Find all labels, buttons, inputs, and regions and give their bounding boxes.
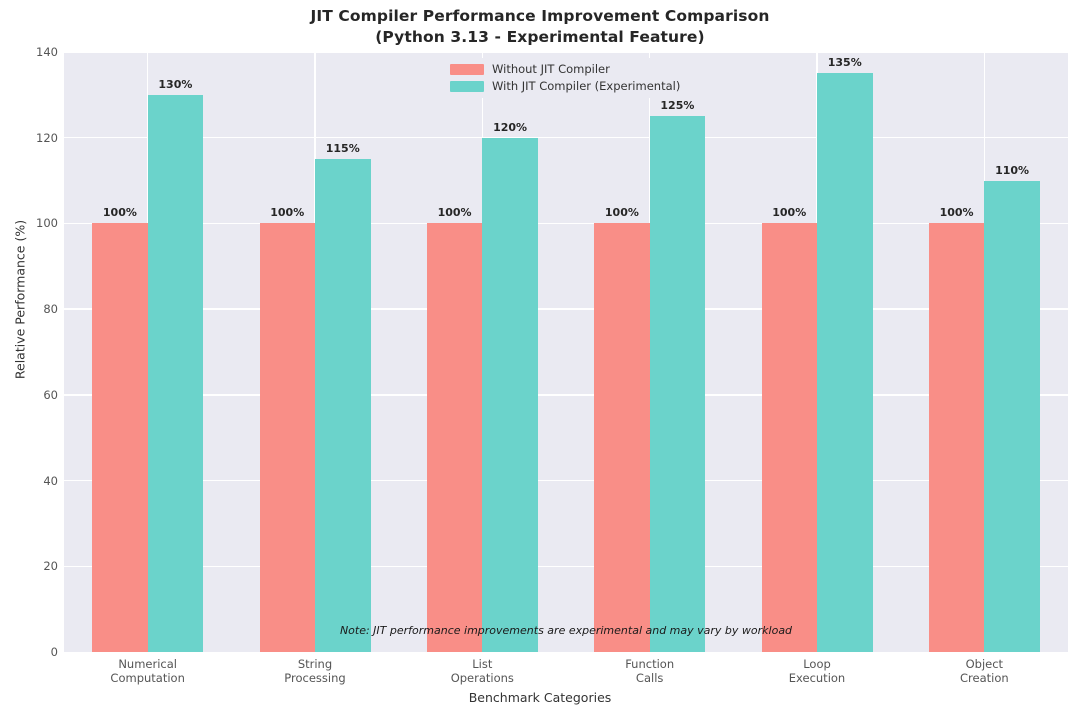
chart-legend: Without JIT Compiler With JIT Compiler (E… <box>444 58 689 98</box>
x-tick-line: Computation <box>110 671 185 685</box>
x-tick-label-1: String Processing <box>235 657 395 685</box>
bar-value-label-1-5: 110% <box>995 163 1030 177</box>
plot-area: 100% 100% 100% 100% 100% 100% 130% 115% 120% 125%… <box>64 52 1068 652</box>
legend-swatch-icon-1 <box>450 80 484 92</box>
x-tick-line: Numerical <box>118 657 177 671</box>
chart-title-subtitle: (Python 3.13 - Experimental Feature) <box>375 28 705 46</box>
gridline-y-40 <box>64 479 1068 482</box>
bar-0-1[interactable] <box>259 223 315 652</box>
y-tick-label-40: 40 <box>43 473 58 488</box>
chart-title: JIT Compiler Performance Improvement Com… <box>0 6 1080 48</box>
bar-value-label-1-4: 135% <box>827 56 862 70</box>
bar-value-label-0-1: 100% <box>270 206 305 220</box>
y-tick-label-140: 140 <box>36 45 58 59</box>
legend-swatch-icon-0 <box>450 63 484 75</box>
y-tick-label-60: 60 <box>43 387 58 402</box>
bar-value-label-1-0: 130% <box>158 77 193 91</box>
y-axis-title: Relative Performance (%) <box>12 219 28 380</box>
bar-1-5[interactable] <box>984 180 1040 652</box>
x-axis-tick-labels: Numerical Computation String Processing List… <box>64 657 1068 691</box>
x-tick-line: Calls <box>635 671 664 685</box>
bar-value-label-0-4: 100% <box>772 206 807 220</box>
gridline-y-60 <box>64 394 1068 396</box>
gridline-y-120 <box>64 137 1068 139</box>
gridline-y-80 <box>64 308 1068 310</box>
bar-1-3[interactable] <box>649 116 706 652</box>
x-tick-line: Operations <box>450 671 514 685</box>
x-tick-line: String <box>297 657 333 671</box>
x-tick-line: Execution <box>788 671 846 685</box>
y-tick-label-80: 80 <box>43 302 58 317</box>
y-tick-label-120: 120 <box>36 130 58 145</box>
bar-0-5[interactable] <box>928 223 985 652</box>
bar-value-label-1-2: 120% <box>493 120 528 134</box>
bar-0-3[interactable] <box>594 223 650 652</box>
bar-0-0[interactable] <box>92 223 148 652</box>
legend-label-0: Without JIT Compiler <box>492 62 610 76</box>
x-tick-label-2: List Operations <box>402 657 562 685</box>
x-tick-label-5: Object Creation <box>904 657 1064 685</box>
y-tick-label-20: 20 <box>43 559 58 574</box>
bar-value-label-0-3: 100% <box>604 206 639 220</box>
x-tick-label-4: Loop Execution <box>737 657 897 685</box>
bar-1-4[interactable] <box>817 73 873 652</box>
bar-value-label-0-0: 100% <box>102 206 137 220</box>
x-tick-line: Creation <box>960 671 1009 685</box>
chart-footnote: Note: JIT performance improvements are e… <box>339 624 793 637</box>
bar-value-label-0-2: 100% <box>437 206 472 220</box>
x-tick-line: Object <box>965 657 1004 671</box>
x-axis-title: Benchmark Categories <box>468 690 612 705</box>
y-tick-label-100: 100 <box>36 216 58 231</box>
legend-item-0[interactable]: Without JIT Compiler <box>450 62 680 76</box>
x-tick-line: Function <box>625 657 675 671</box>
bar-1-1[interactable] <box>315 159 371 652</box>
x-tick-line: Processing <box>284 671 346 685</box>
chart-title-main: JIT Compiler Performance Improvement Com… <box>310 7 770 25</box>
bar-value-label-1-3: 125% <box>660 99 695 113</box>
bar-value-label-0-5: 100% <box>939 206 974 220</box>
x-tick-label-0: Numerical Computation <box>68 657 228 685</box>
gridline-y-100 <box>64 222 1068 225</box>
y-axis-tick-labels: 0 20 40 60 80 100 120 140 <box>0 45 58 659</box>
bar-value-label-1-1: 115% <box>325 142 360 156</box>
x-tick-label-3: Function Calls <box>570 657 730 685</box>
x-tick-line: Loop <box>803 657 831 671</box>
legend-label-1: With JIT Compiler (Experimental) <box>492 79 681 93</box>
y-tick-label-0: 0 <box>50 645 58 659</box>
x-tick-line: List <box>472 657 493 671</box>
bar-1-0[interactable] <box>147 94 204 652</box>
gridline-y-140 <box>64 52 1068 53</box>
bar-0-4[interactable] <box>761 223 817 652</box>
bar-0-2[interactable] <box>426 223 483 652</box>
legend-item-1[interactable]: With JIT Compiler (Experimental) <box>450 79 680 93</box>
gridline-y-20 <box>64 565 1068 567</box>
bar-1-2[interactable] <box>482 137 538 652</box>
